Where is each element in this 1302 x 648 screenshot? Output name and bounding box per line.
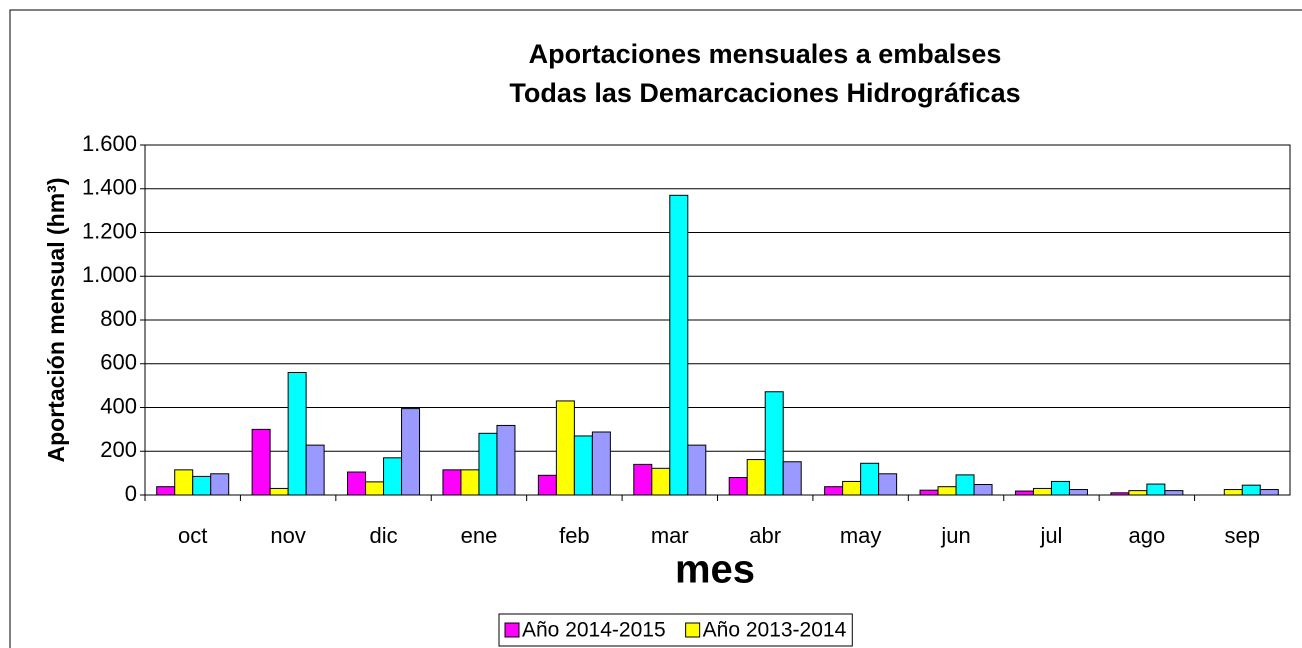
x-tick-label: oct — [178, 523, 207, 548]
bar — [269, 487, 289, 496]
legend: Año 2014-2015 Año 2013-2014 — [498, 613, 853, 647]
y-tick-label: 600 — [100, 350, 137, 375]
x-tick-label: sep — [1225, 523, 1260, 548]
bar — [1014, 490, 1034, 496]
bar — [573, 435, 593, 496]
bar — [1223, 489, 1243, 496]
x-tick-label: ago — [1129, 523, 1166, 548]
y-tick-label: 400 — [100, 393, 137, 418]
bar — [305, 444, 325, 496]
bar — [251, 428, 271, 496]
legend-swatch — [685, 622, 701, 638]
bar — [1259, 489, 1279, 496]
bar — [860, 462, 880, 496]
bar — [210, 473, 230, 496]
bar — [555, 400, 575, 496]
y-axis-label: Aportación mensual (hm³) — [43, 178, 69, 463]
bar — [669, 194, 689, 496]
x-tick-label: nov — [270, 523, 305, 548]
bar — [478, 432, 498, 496]
bar — [687, 444, 707, 496]
bar — [919, 489, 939, 496]
x-tick-label: ene — [461, 523, 498, 548]
y-tick-label: 1.400 — [82, 175, 137, 200]
bar — [1128, 490, 1148, 496]
bar — [1068, 489, 1088, 496]
bar — [955, 474, 975, 496]
legend-box — [498, 613, 853, 647]
x-tick-label: dic — [369, 523, 397, 548]
bar — [651, 467, 671, 496]
x-tick-label: jun — [940, 523, 970, 548]
bar — [728, 477, 748, 496]
bar — [1164, 490, 1184, 496]
bar — [973, 484, 993, 496]
y-tick-label: 1.600 — [82, 131, 137, 156]
legend-swatch — [504, 622, 520, 638]
bar — [401, 408, 421, 496]
bar — [496, 424, 516, 496]
x-tick-label: jul — [1039, 523, 1062, 548]
bar — [192, 475, 212, 496]
legend-label: Año 2013-2014 — [703, 619, 847, 642]
bar — [591, 431, 611, 496]
bar — [1050, 480, 1070, 496]
bar — [633, 463, 653, 496]
x-tick-label: may — [840, 523, 882, 548]
chart-subtitle: Todas las Demarcaciones Hidrográficas — [509, 78, 1020, 108]
x-tick-label: mar — [651, 523, 689, 548]
bar — [156, 486, 176, 496]
y-tick-label: 1.000 — [82, 262, 137, 287]
bar — [1241, 484, 1261, 496]
bar — [746, 459, 766, 496]
chart-title: Aportaciones mensuales a embalses — [529, 39, 1002, 69]
y-tick-label: 200 — [100, 437, 137, 462]
y-tick-label: 0 — [125, 481, 137, 506]
bar — [878, 473, 898, 496]
bar — [460, 469, 480, 496]
bar — [782, 461, 802, 496]
bar — [383, 457, 403, 496]
bar — [365, 481, 385, 496]
bar — [442, 469, 462, 496]
y-tick-label: 800 — [100, 306, 137, 331]
chart-frame — [9, 9, 1302, 648]
bar — [287, 372, 307, 496]
bar — [842, 480, 862, 496]
bar — [937, 486, 957, 496]
x-tick-label: feb — [559, 523, 590, 548]
bar — [537, 474, 557, 496]
x-tick-label: abr — [749, 523, 781, 548]
bar — [347, 471, 367, 496]
x-axis-label: mes — [675, 548, 755, 592]
bar — [1146, 483, 1166, 496]
bar — [174, 469, 194, 496]
y-tick-label: 1.200 — [82, 218, 137, 243]
bar — [1032, 487, 1052, 496]
bar — [764, 391, 784, 496]
bar — [1110, 492, 1130, 496]
legend-label: Año 2014-2015 — [522, 619, 666, 642]
bar — [824, 486, 844, 496]
